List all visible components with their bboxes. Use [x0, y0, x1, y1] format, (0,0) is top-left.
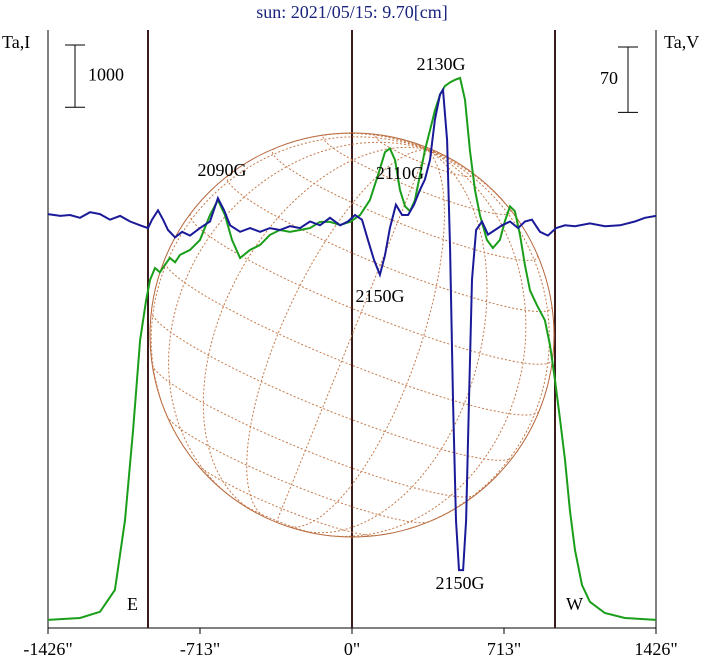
- disk-grid: [408, 149, 550, 530]
- disk-grid: [375, 134, 474, 178]
- y2-axis-label: Ta,V: [664, 32, 699, 52]
- series-line: [47, 76, 657, 621]
- solar-disk: [149, 132, 555, 538]
- x-tick-label: 0": [344, 639, 360, 659]
- disk-grid: [322, 134, 512, 215]
- disk-grid: [275, 149, 428, 523]
- disk-limb: [149, 132, 555, 538]
- x-tick-label: -713": [180, 639, 220, 659]
- x-tick-label: 1426": [634, 639, 677, 659]
- y-axis-label: Ta,I: [2, 32, 30, 52]
- scale-bar-label: 70: [600, 68, 618, 88]
- x-tick-label: -1426": [23, 639, 72, 659]
- annotation: 2090G: [198, 160, 247, 180]
- scale-bar: [618, 46, 638, 113]
- disk-grid: [150, 136, 428, 436]
- disk-grid: [329, 149, 527, 537]
- chart-title: sun: 2021/05/15: 9.70[cm]: [256, 2, 448, 22]
- disk-grid: [426, 149, 435, 152]
- disk-grid: [194, 462, 377, 537]
- disk-grid: [167, 141, 428, 496]
- disk-grid: [151, 364, 476, 498]
- disk-grid: [202, 146, 427, 511]
- disk-grid: [305, 132, 428, 150]
- disk-grid: [426, 149, 523, 227]
- series-line: [47, 86, 657, 572]
- limb-label: W: [566, 594, 583, 614]
- annotation: 2150G: [436, 573, 485, 593]
- disk-grid: [150, 311, 514, 461]
- annotation: 2150G: [356, 286, 405, 306]
- disk-grid: [189, 213, 553, 365]
- limb-label: E: [127, 594, 138, 614]
- x-tick-label: 713": [487, 639, 521, 659]
- disk-grid: [246, 149, 427, 519]
- scale-bar: [65, 44, 85, 108]
- disk-grid: [420, 144, 428, 150]
- disk-grid: [271, 148, 539, 261]
- disk-grid: [286, 149, 446, 528]
- annotation: 2130G: [417, 54, 466, 74]
- scale-bar-label: 1000: [88, 64, 124, 84]
- annotation: 2110G: [376, 163, 424, 183]
